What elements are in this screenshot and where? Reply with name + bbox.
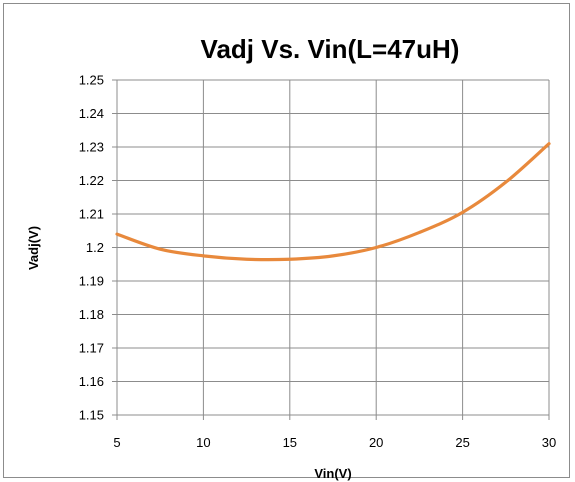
chart-title: Vadj Vs. Vin(L=47uH) [201, 34, 460, 64]
series-line-0 [115, 142, 551, 262]
y-tick-label-7: 1.22 [79, 173, 104, 188]
y-tick-label-0: 1.15 [79, 408, 104, 423]
tick-labels: 1.15 1.16 1.17 1.18 1.19 1.2 1.21 1.22 1.23 1.24 1… [79, 73, 557, 451]
grid-lines [112, 79, 550, 420]
x-tick-label-0: 5 [113, 435, 120, 450]
y-tick-label-3: 1.18 [79, 307, 104, 322]
x-axis-label: Vin(V) [314, 466, 351, 481]
y-tick-label-9: 1.24 [79, 106, 104, 121]
chart-frame [3, 3, 570, 478]
y-tick-label-1: 1.16 [79, 374, 104, 389]
y-tick-label-6: 1.21 [79, 207, 104, 222]
y-tick-label-2: 1.17 [79, 341, 104, 356]
x-tick-label-5: 30 [542, 435, 556, 450]
x-tick-label-3: 20 [369, 435, 383, 450]
y-tick-label-4: 1.19 [79, 274, 104, 289]
x-tick-label-1: 10 [196, 435, 210, 450]
y-tick-label-10: 1.25 [79, 73, 104, 88]
x-tick-label-2: 15 [283, 435, 297, 450]
series-lines [115, 142, 551, 262]
y-tick-label-8: 1.23 [79, 140, 104, 155]
y-axis-label: Vadj(V) [26, 226, 41, 270]
x-tick-label-4: 25 [455, 435, 469, 450]
y-tick-label-5: 1.2 [86, 240, 104, 255]
